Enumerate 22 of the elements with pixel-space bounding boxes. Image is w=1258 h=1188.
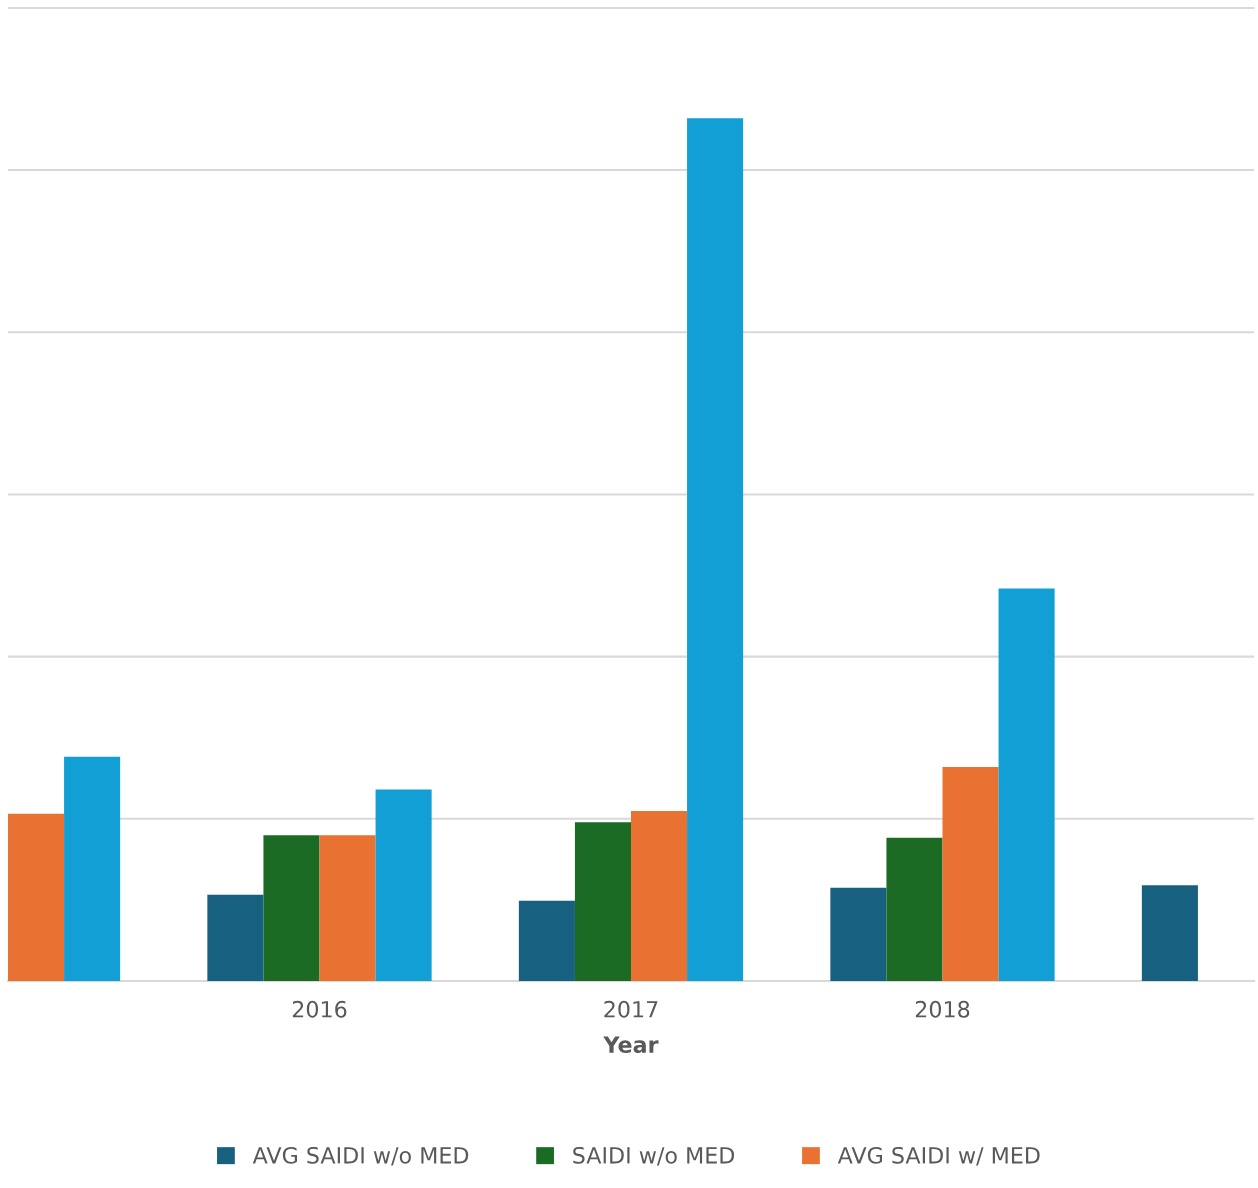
bar <box>886 837 943 981</box>
bar <box>518 900 575 981</box>
bar <box>998 588 1055 981</box>
x-tick-label: 2018 <box>915 1000 970 1018</box>
bar <box>375 789 432 981</box>
bar <box>942 767 999 981</box>
bar <box>263 835 320 981</box>
bar <box>830 887 887 981</box>
bar <box>1141 885 1198 981</box>
x-tick-label: 2017 <box>604 1000 658 1018</box>
legend-label: AVG SAIDI w/o MED <box>252 1146 469 1166</box>
bar <box>574 822 631 981</box>
bar <box>64 756 121 981</box>
legend-label: SAIDI w/o MED <box>573 1146 735 1166</box>
bar <box>319 835 376 981</box>
bar <box>8 813 65 981</box>
x-tick-label: 2016 <box>292 1000 347 1018</box>
bar <box>687 118 744 981</box>
bar <box>631 811 688 981</box>
x-axis-title: Year <box>603 1036 659 1054</box>
bar <box>207 894 264 981</box>
legend-label: AVG SAIDI w/ MED <box>837 1146 1040 1166</box>
